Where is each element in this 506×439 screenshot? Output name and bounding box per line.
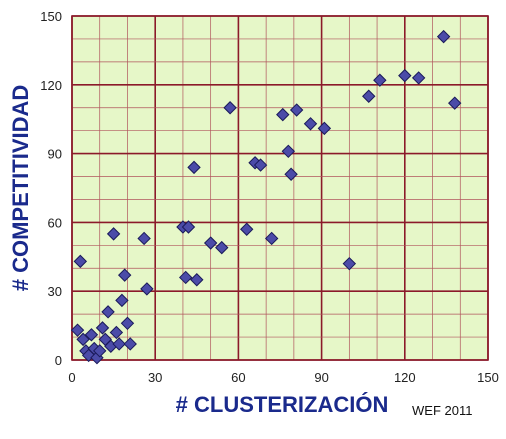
data-point xyxy=(411,71,426,85)
y-tick-label: 150 xyxy=(40,9,62,24)
x-tick-label: 60 xyxy=(231,370,245,385)
x-tick-label: 0 xyxy=(68,370,75,385)
y-tick-label: 90 xyxy=(48,147,62,162)
data-point xyxy=(240,222,254,236)
data-point xyxy=(187,160,201,175)
plot-area xyxy=(72,16,488,360)
data-point xyxy=(289,103,304,117)
x-tick-label: 120 xyxy=(394,370,416,385)
data-point xyxy=(398,68,412,83)
data-point xyxy=(342,256,357,271)
data-point xyxy=(93,344,107,358)
plot-border xyxy=(71,15,489,361)
data-point xyxy=(215,240,229,255)
data-point xyxy=(178,270,193,285)
x-tick-label: 90 xyxy=(314,370,328,385)
data-point xyxy=(140,282,154,296)
data-point xyxy=(106,227,121,241)
x-tick-label: 30 xyxy=(148,370,162,385)
y-tick-label: 60 xyxy=(48,215,62,230)
data-point xyxy=(123,337,137,351)
data-point xyxy=(120,316,135,331)
data-point xyxy=(281,144,296,159)
data-point xyxy=(190,273,204,287)
data-point xyxy=(70,323,85,337)
data-point xyxy=(264,231,279,246)
y-tick-label: 30 xyxy=(48,284,62,299)
data-point xyxy=(181,220,196,234)
y-tick-label: 120 xyxy=(40,78,62,93)
data-point xyxy=(303,117,318,131)
data-point xyxy=(362,89,376,103)
data-point xyxy=(73,254,88,269)
data-point xyxy=(284,167,298,181)
y-tick-label: 0 xyxy=(55,353,62,368)
data-point xyxy=(448,96,462,110)
data-points xyxy=(70,29,462,365)
x-tick-label: 150 xyxy=(477,370,499,385)
data-point xyxy=(137,231,151,246)
data-point xyxy=(109,325,124,340)
data-point xyxy=(115,293,129,308)
data-point xyxy=(373,73,387,87)
data-point xyxy=(223,101,237,115)
data-point xyxy=(276,107,290,122)
data-point xyxy=(436,29,451,44)
data-point xyxy=(101,305,115,319)
data-point xyxy=(203,236,218,250)
source-note: WEF 2011 xyxy=(412,403,473,418)
gridlines xyxy=(71,15,489,361)
data-point xyxy=(112,337,126,351)
x-axis-title: # CLUSTERIZACIÓN xyxy=(176,392,389,417)
data-point xyxy=(84,328,99,342)
data-point xyxy=(76,332,90,347)
y-axis-title: # COMPETITIVIDAD xyxy=(8,85,33,292)
data-point xyxy=(95,321,110,335)
data-point xyxy=(317,121,332,136)
data-point xyxy=(117,268,132,282)
tick-labels: 0 30 60 90 120 150 0 30 60 90 120 150 xyxy=(40,9,499,385)
data-point xyxy=(253,158,268,172)
